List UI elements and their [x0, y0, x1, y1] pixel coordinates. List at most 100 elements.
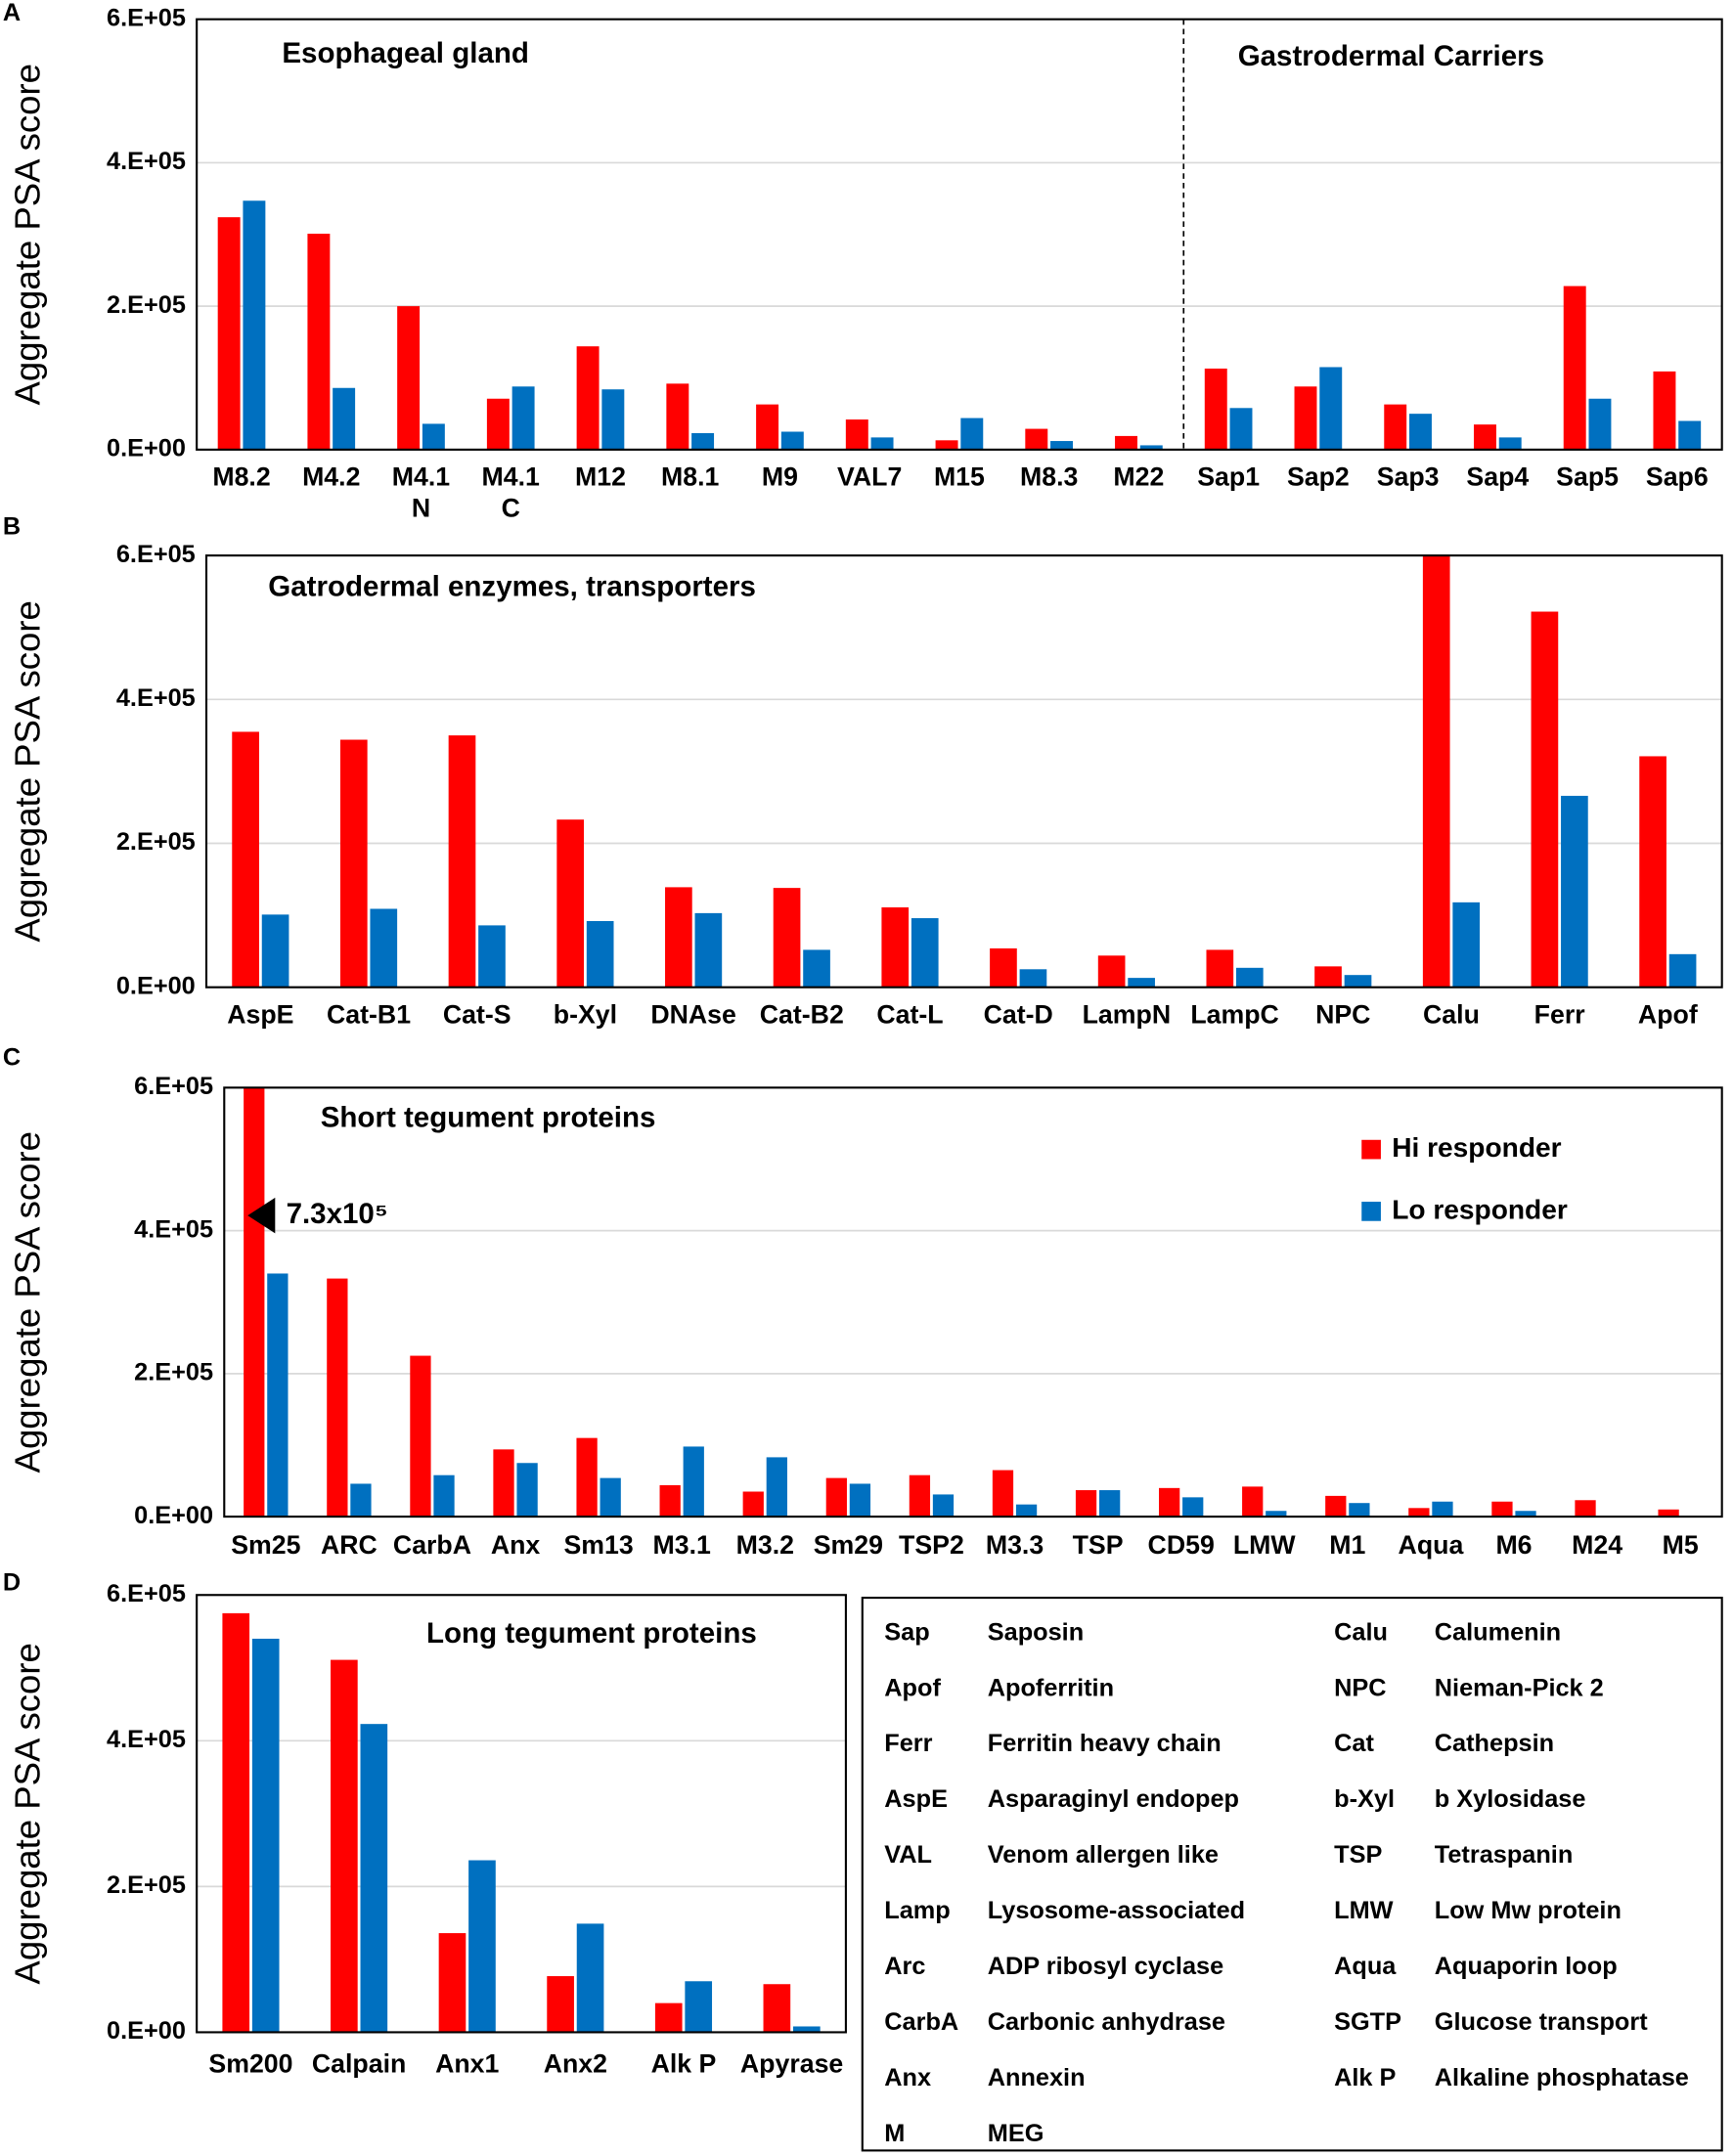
bar: [410, 1355, 431, 1518]
bar: [803, 949, 830, 988]
abbreviation-meaning: ADP ribosyl cyclase: [988, 1953, 1223, 1980]
bar: [327, 1278, 348, 1518]
bar: [763, 1984, 791, 2033]
x-tick-label: M12: [575, 462, 626, 491]
bar: [694, 912, 723, 988]
bar: [333, 387, 356, 450]
y-tick-label: 4.E+05: [107, 148, 186, 175]
y-tick-label: 6.E+05: [107, 1580, 186, 1607]
bar: [935, 440, 958, 450]
bar: [1235, 967, 1264, 988]
y-tick-label: 6.E+05: [116, 541, 196, 568]
y-tick-label: 2.E+05: [107, 1871, 186, 1899]
x-tick-label: b-Xyl: [554, 999, 617, 1029]
bar: [1099, 1490, 1121, 1518]
x-tick-label: M9: [762, 462, 798, 491]
x-tick-label: TSP: [1073, 1530, 1124, 1560]
x-tick-label: M4.1 C: [482, 462, 541, 522]
x-tick-label: Anx1: [435, 2048, 499, 2078]
abbreviation-meaning: Alkaline phosphatase: [1435, 2064, 1689, 2091]
x-tick-label: Cat-B1: [327, 999, 411, 1029]
bar: [422, 423, 445, 450]
x-tick-label: Cat-D: [984, 999, 1053, 1029]
annotation: Short tegument proteins: [321, 1101, 656, 1133]
abbreviation-meaning: MEG: [988, 2120, 1044, 2147]
x-tick-label: M8.1: [661, 462, 720, 491]
abbreviation-meaning: Asparaginyl endopep: [988, 1785, 1239, 1813]
bar: [1344, 975, 1372, 988]
y-tick-label: 0.E+00: [107, 2017, 186, 2045]
bar: [1452, 902, 1481, 988]
x-tick-label: M4.1 N: [392, 462, 451, 522]
abbreviation: Apof: [884, 1674, 941, 1701]
bar: [1128, 978, 1155, 988]
x-tick-label: M3.1: [653, 1530, 712, 1560]
bar: [1019, 969, 1047, 988]
bar: [1015, 1504, 1038, 1518]
bar: [683, 1446, 704, 1518]
plot-frame: [196, 1594, 847, 2034]
bar: [881, 906, 910, 988]
x-tick-label: CarbA: [393, 1530, 471, 1560]
abbreviation-box: [861, 1597, 1723, 2152]
x-tick-label: AspE: [227, 999, 293, 1029]
abbreviation: b-Xyl: [1334, 1785, 1395, 1813]
x-tick-label: Cat-S: [443, 999, 511, 1029]
bar: [516, 1463, 538, 1518]
abbreviation: Aqua: [1334, 1953, 1397, 1980]
x-tick-label: M4.2: [302, 462, 360, 491]
bar: [654, 2002, 683, 2033]
bar: [600, 1477, 621, 1518]
x-tick-label: TSP2: [899, 1530, 964, 1560]
bar: [601, 389, 625, 450]
bar: [870, 437, 894, 450]
x-tick-label: LampC: [1190, 999, 1279, 1029]
abbreviation: AspE: [884, 1785, 948, 1813]
x-tick-label: M5: [1663, 1530, 1699, 1560]
x-tick-label: VAL7: [837, 462, 902, 491]
bar: [742, 1491, 764, 1518]
bar: [1314, 966, 1342, 988]
bar: [825, 1477, 847, 1518]
bar: [1159, 1487, 1180, 1518]
bar: [1319, 367, 1343, 450]
bar: [1229, 408, 1253, 450]
abbreviation: TSP: [1334, 1841, 1382, 1869]
x-tick-label: Sap6: [1646, 462, 1709, 491]
x-tick-label: Alk P: [651, 2048, 717, 2078]
bar: [659, 1484, 681, 1518]
legend-label: Lo responder: [1392, 1194, 1568, 1224]
bar: [244, 1087, 265, 1518]
bar: [1561, 795, 1588, 988]
bar: [1491, 1501, 1513, 1518]
bar: [232, 731, 259, 988]
bar: [1182, 1497, 1204, 1518]
bar: [1515, 1511, 1536, 1518]
bar: [267, 1273, 289, 1518]
abbreviation: M: [884, 2120, 905, 2147]
legend-swatch: [1361, 1139, 1381, 1160]
bar: [911, 918, 939, 988]
x-tick-label: Cat-L: [876, 999, 943, 1029]
bar: [448, 735, 476, 988]
annotation-arrow: [247, 1197, 276, 1234]
annotation: Esophageal gland: [282, 37, 529, 69]
y-axis-title: Aggregate PSA score: [8, 1131, 48, 1473]
x-tick-label: M24: [1572, 1530, 1622, 1560]
abbreviation: Cat: [1334, 1730, 1374, 1757]
x-tick-label: Calpain: [312, 2048, 406, 2078]
bar: [1409, 414, 1432, 450]
x-tick-label: Anx2: [544, 2048, 607, 2078]
bar: [1325, 1495, 1347, 1518]
x-tick-label: Apyrase: [740, 2048, 843, 2078]
x-tick-label: M15: [934, 462, 985, 491]
x-tick-label: M8.2: [212, 462, 270, 491]
bar: [251, 1638, 280, 2033]
bar: [1408, 1508, 1430, 1518]
x-tick-label: Sap1: [1197, 462, 1260, 491]
bar: [547, 1976, 574, 2033]
bar: [1266, 1511, 1287, 1518]
x-tick-label: DNAse: [650, 999, 736, 1029]
bar: [576, 1923, 604, 2033]
